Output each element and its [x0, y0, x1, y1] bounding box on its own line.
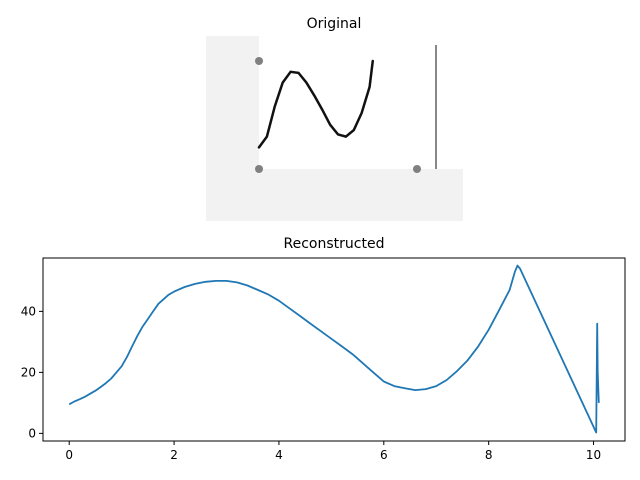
control-points [255, 57, 421, 173]
control-point [255, 165, 263, 173]
x-tick-label: 6 [380, 448, 388, 462]
plot-frame [42, 257, 626, 442]
x-tick-label: 0 [65, 448, 73, 462]
control-point [413, 165, 421, 173]
x-tick-label: 2 [170, 448, 178, 462]
reconstructed-title: Reconstructed [284, 236, 385, 252]
axis-ticks: 0 2 4 6 8 10 0 20 40 [21, 304, 601, 462]
original-curve [257, 59, 375, 149]
original-title: Original [307, 16, 362, 32]
series-line [68, 264, 600, 434]
y-tick-label: 40 [21, 304, 36, 318]
control-point [255, 57, 263, 65]
image-inner-area [259, 36, 463, 169]
y-tick-label: 0 [28, 426, 36, 440]
x-tick-label: 4 [275, 448, 283, 462]
x-tick-label: 8 [485, 448, 493, 462]
reconstructed-panel: Reconstructed 0 2 4 6 8 10 0 20 40 [21, 236, 626, 462]
x-tick-label: 10 [586, 448, 601, 462]
original-panel: Original [206, 16, 463, 221]
y-tick-label: 20 [21, 365, 36, 379]
